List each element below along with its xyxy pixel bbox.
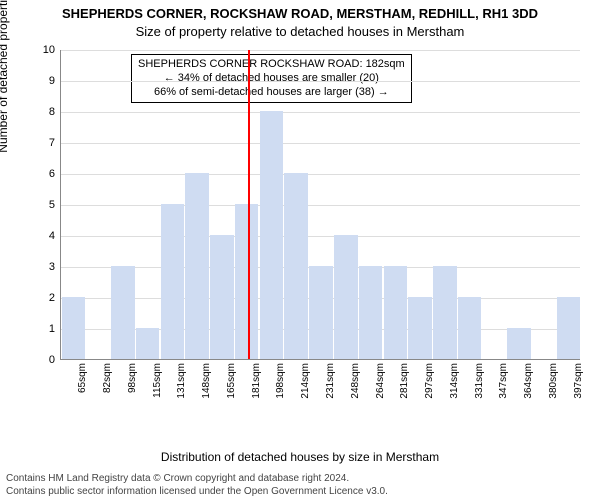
x-tick-label: 264sqm [375, 363, 386, 399]
x-tick-label: 364sqm [523, 363, 534, 399]
x-tick-label: 131sqm [176, 363, 187, 399]
x-tick-label: 98sqm [127, 363, 138, 393]
y-tick-label: 5 [49, 199, 55, 211]
x-tick-label: 65sqm [77, 363, 88, 393]
y-tick-label: 4 [49, 230, 55, 242]
bar [507, 328, 531, 359]
x-tick-label: 397sqm [573, 363, 584, 399]
x-tick-label: 214sqm [300, 363, 311, 399]
gridline [61, 174, 580, 175]
bar [359, 266, 383, 359]
x-tick-label: 181sqm [251, 363, 262, 399]
y-axis-label: Number of detached properties [0, 0, 10, 200]
bar [408, 297, 432, 359]
gridline [61, 81, 580, 82]
x-tick-label: 248sqm [350, 363, 361, 399]
x-tick-label: 347sqm [498, 363, 509, 399]
y-tick-label: 9 [49, 75, 55, 87]
bar [433, 266, 457, 359]
chart-container: SHEPHERDS CORNER, ROCKSHAW ROAD, MERSTHA… [0, 0, 600, 500]
gridline [61, 236, 580, 237]
x-tick-label: 115sqm [152, 363, 163, 398]
x-tick-label: 380sqm [548, 363, 559, 399]
y-tick-label: 1 [49, 323, 55, 335]
annotation-line-2: ← 34% of detached houses are smaller (20… [138, 72, 405, 86]
bar [557, 297, 581, 359]
bar [260, 111, 284, 359]
footer-line-1: Contains HM Land Registry data © Crown c… [6, 473, 594, 486]
annotation-box: SHEPHERDS CORNER ROCKSHAW ROAD: 182sqm ←… [131, 54, 412, 103]
x-tick-label: 165sqm [226, 363, 237, 399]
y-tick-label: 0 [49, 354, 55, 366]
gridline [61, 50, 580, 51]
y-tick-label: 7 [49, 137, 55, 149]
plot-area: SHEPHERDS CORNER ROCKSHAW ROAD: 182sqm ←… [60, 50, 580, 360]
bar [309, 266, 333, 359]
y-tick-label: 3 [49, 261, 55, 273]
y-tick-label: 6 [49, 168, 55, 180]
bar [458, 297, 482, 359]
gridline [61, 143, 580, 144]
footer-line-2: Contains public sector information licen… [6, 486, 594, 499]
bar [62, 297, 86, 359]
y-tick-label: 10 [43, 44, 55, 56]
gridline [61, 112, 580, 113]
bar [185, 173, 209, 359]
y-tick-label: 2 [49, 292, 55, 304]
bar [161, 204, 185, 359]
x-tick-label: 297sqm [424, 363, 435, 399]
gridline [61, 205, 580, 206]
highlight-marker [248, 50, 250, 359]
x-tick-label: 82sqm [102, 363, 113, 393]
chart-subtitle: Size of property relative to detached ho… [0, 24, 600, 39]
bar [111, 266, 135, 359]
y-tick-label: 8 [49, 106, 55, 118]
bar [334, 235, 358, 359]
x-tick-label: 331sqm [474, 363, 485, 399]
x-tick-label: 198sqm [275, 363, 286, 399]
bar [235, 204, 259, 359]
bar [384, 266, 408, 359]
bar [210, 235, 234, 359]
bar [136, 328, 160, 359]
bar [284, 173, 308, 359]
annotation-line-3: 66% of semi-detached houses are larger (… [138, 86, 405, 100]
x-tick-label: 314sqm [449, 363, 460, 399]
x-axis-label: Distribution of detached houses by size … [0, 450, 600, 464]
chart-title: SHEPHERDS CORNER, ROCKSHAW ROAD, MERSTHA… [0, 6, 600, 21]
footer-attribution: Contains HM Land Registry data © Crown c… [6, 473, 594, 498]
annotation-line-1: SHEPHERDS CORNER ROCKSHAW ROAD: 182sqm [138, 58, 405, 72]
x-tick-label: 148sqm [201, 363, 212, 399]
x-tick-label: 281sqm [399, 363, 410, 399]
x-tick-label: 231sqm [325, 363, 336, 399]
